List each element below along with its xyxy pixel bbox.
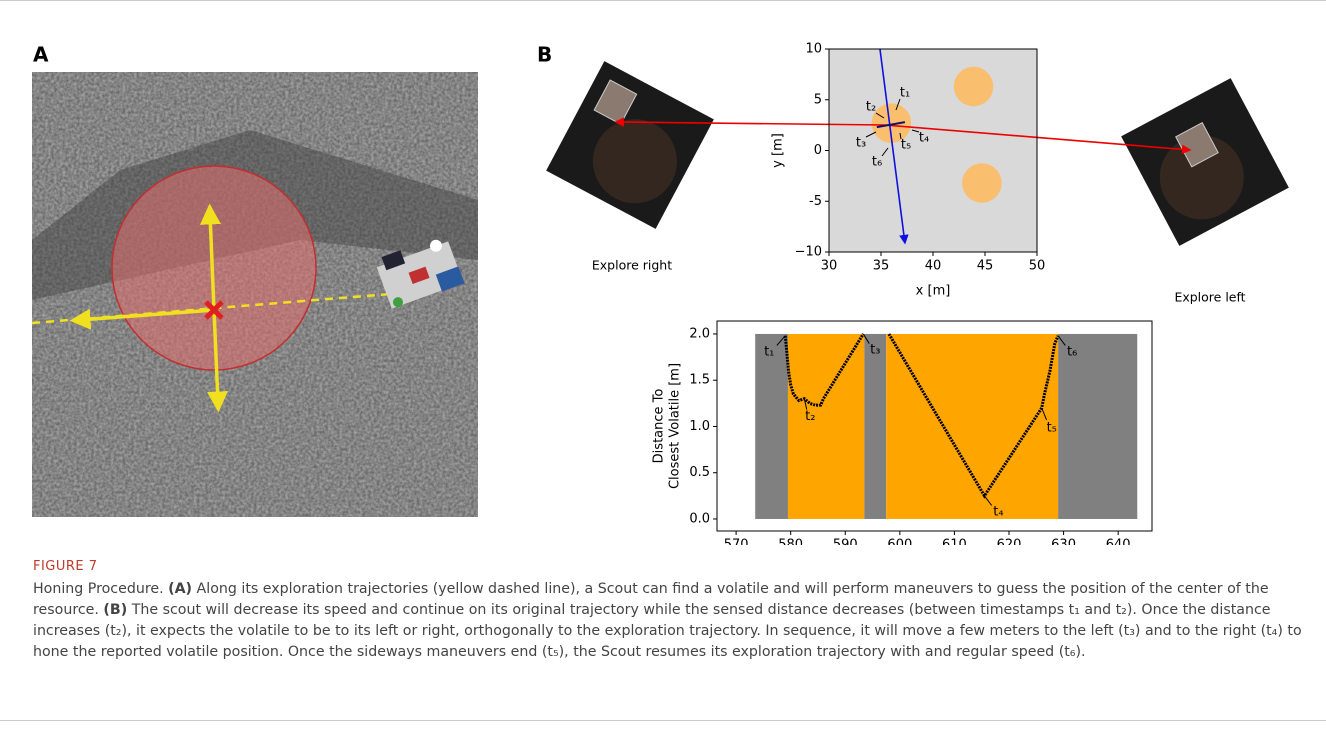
caption-run: Honing Procedure.: [33, 581, 168, 597]
y-tick-label: 5: [814, 92, 822, 107]
y-label: Distance To: [652, 389, 667, 464]
band: [1058, 334, 1137, 519]
x-tick-label: 610: [942, 538, 967, 546]
caption-text: Honing Procedure. (A) Along its explorat…: [33, 579, 1303, 663]
page: A B Explore right Explore left 30 35 40 45 5…: [0, 0, 1326, 745]
band: [788, 334, 864, 519]
y-tick-label: 0.5: [689, 465, 710, 480]
annotation: t₂: [805, 409, 815, 424]
x-tick-label: 580: [778, 538, 803, 546]
caption-run: (A): [168, 581, 192, 597]
y-label: y [m]: [771, 133, 786, 168]
x-tick-label: 630: [1051, 538, 1076, 546]
annotation: t₆: [1067, 344, 1077, 359]
band: [886, 334, 1058, 519]
x-tick-label: 620: [997, 538, 1022, 546]
caption-run: The scout will decrease its speed and co…: [33, 602, 1302, 660]
photo-caption: Explore left: [1174, 290, 1245, 305]
y-tick-label: 2.0: [689, 326, 710, 341]
time-label: t₂: [866, 100, 876, 115]
volatile: [954, 67, 994, 107]
x-tick-label: 45: [977, 259, 994, 274]
volatile: [962, 163, 1002, 203]
y-tick-label: -5: [809, 194, 822, 209]
time-label: t₅: [901, 138, 911, 153]
annotation: t₅: [1047, 420, 1057, 435]
photo-caption: Explore right: [592, 258, 672, 273]
x-tick-label: 570: [724, 538, 749, 546]
plot-area: [829, 49, 1037, 252]
y-tick-label: 0: [814, 143, 822, 158]
time-label: t₆: [872, 155, 882, 170]
x-tick-label: 640: [1106, 538, 1131, 546]
x-tick-label: 30: [821, 259, 838, 274]
caption: FIGURE 7 Honing Procedure. (A) Along its…: [33, 556, 1303, 663]
band: [864, 334, 886, 519]
x-tick-label: 600: [887, 538, 912, 546]
x-tick-label: 50: [1029, 259, 1046, 274]
y-tick-label: −10: [795, 245, 822, 260]
y-tick-label: 0.0: [689, 511, 710, 526]
bottom-rule: [0, 720, 1326, 721]
photo: [546, 61, 714, 229]
y-tick-label: 1.0: [689, 419, 710, 434]
photo: [32, 72, 478, 517]
photo: [1121, 78, 1289, 246]
y-tick-label: 1.5: [689, 373, 710, 388]
y-tick-label: 10: [805, 42, 822, 57]
annotation: t₄: [993, 504, 1003, 519]
annotation: t₃: [870, 342, 880, 357]
x-tick-label: 35: [873, 259, 890, 274]
caption-run: (B): [103, 602, 127, 618]
time-label: t₄: [919, 131, 929, 146]
figure: A B Explore right Explore left 30 35 40 45 5…: [0, 0, 1326, 545]
annotation: t₁: [764, 344, 774, 359]
caption-title: FIGURE 7: [33, 556, 1303, 577]
x-label: x [m]: [916, 284, 951, 299]
panel-label: B: [537, 43, 552, 67]
x-tick-label: 590: [833, 538, 858, 546]
time-label: t₁: [900, 86, 910, 101]
panel-label: A: [33, 43, 49, 67]
y-label: Closest Volatile [m]: [668, 363, 683, 489]
band: [755, 334, 788, 519]
time-label: t₃: [856, 136, 866, 151]
x-tick-label: 40: [925, 259, 942, 274]
